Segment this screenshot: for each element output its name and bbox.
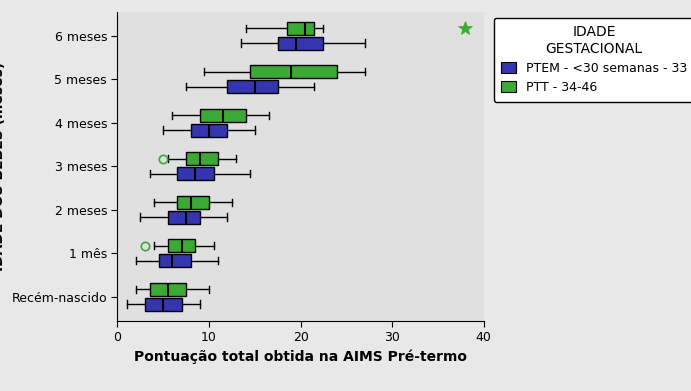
Bar [145,298,182,310]
Bar [227,80,278,93]
Bar [168,239,196,252]
Bar [191,124,227,136]
X-axis label: Pontuação total obtida na AIMS Pré-termo: Pontuação total obtida na AIMS Pré-termo [134,350,467,364]
Legend: PTEM - <30 semanas - 33, PTT - 34-46: PTEM - <30 semanas - 33, PTT - 34-46 [493,18,691,102]
Bar [177,167,214,180]
Bar [250,65,337,78]
Bar [278,36,323,50]
Bar [159,254,191,267]
Bar [186,152,218,165]
Bar [149,283,186,296]
Bar [168,210,200,224]
Bar [177,196,209,209]
Bar [287,22,314,35]
Bar [200,109,246,122]
Y-axis label: IDADE DOS BEBÊS (meses): IDADE DOS BEBÊS (meses) [0,61,6,271]
